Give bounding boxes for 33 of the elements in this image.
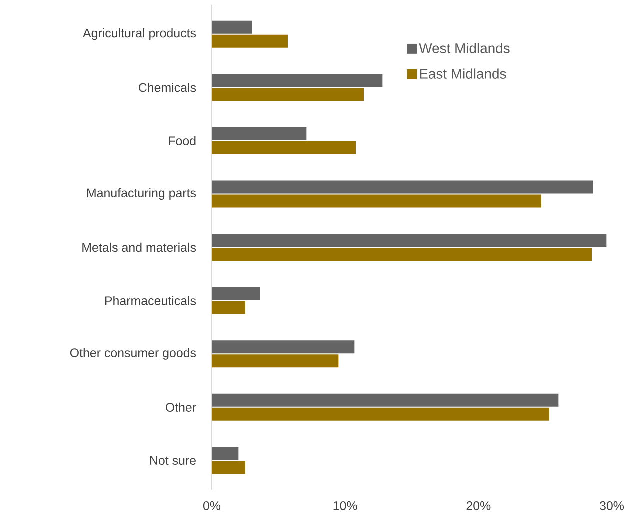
x-tick-label: 0% — [203, 502, 221, 510]
bar — [212, 234, 607, 248]
y-tick-label: Pharmaceuticals — [105, 296, 196, 306]
y-tick-label: Not sure — [150, 456, 196, 466]
bar — [212, 447, 239, 460]
bar — [212, 394, 559, 407]
y-tick-label: Chemicals — [139, 83, 196, 92]
legend-label: East Midlands — [420, 68, 506, 79]
bar — [212, 301, 246, 314]
bar — [212, 34, 288, 48]
x-tick-label: 10% — [334, 502, 358, 510]
legend-label: West Midlands — [419, 43, 510, 54]
bar — [212, 141, 356, 154]
bar — [212, 408, 550, 421]
bar — [212, 180, 594, 194]
bar — [212, 194, 542, 208]
bar — [212, 354, 339, 368]
x-tick-label: 30% — [600, 502, 624, 510]
bar — [212, 287, 260, 300]
bar — [212, 20, 252, 34]
bar — [212, 461, 246, 474]
bar — [212, 74, 383, 88]
bar — [212, 340, 355, 354]
bar — [212, 127, 307, 140]
y-tick-label: Agricultural products — [83, 28, 196, 40]
bar — [212, 248, 592, 262]
y-tick-label: Other consumer goods — [70, 348, 196, 360]
y-tick-label: Metals and materials — [82, 242, 196, 252]
y-tick-label: Manufacturing parts — [87, 188, 196, 200]
x-tick-label: 20% — [466, 502, 491, 510]
bar — [212, 88, 364, 102]
y-tick-label: Food — [169, 136, 196, 146]
y-tick-label: Other — [166, 402, 196, 412]
